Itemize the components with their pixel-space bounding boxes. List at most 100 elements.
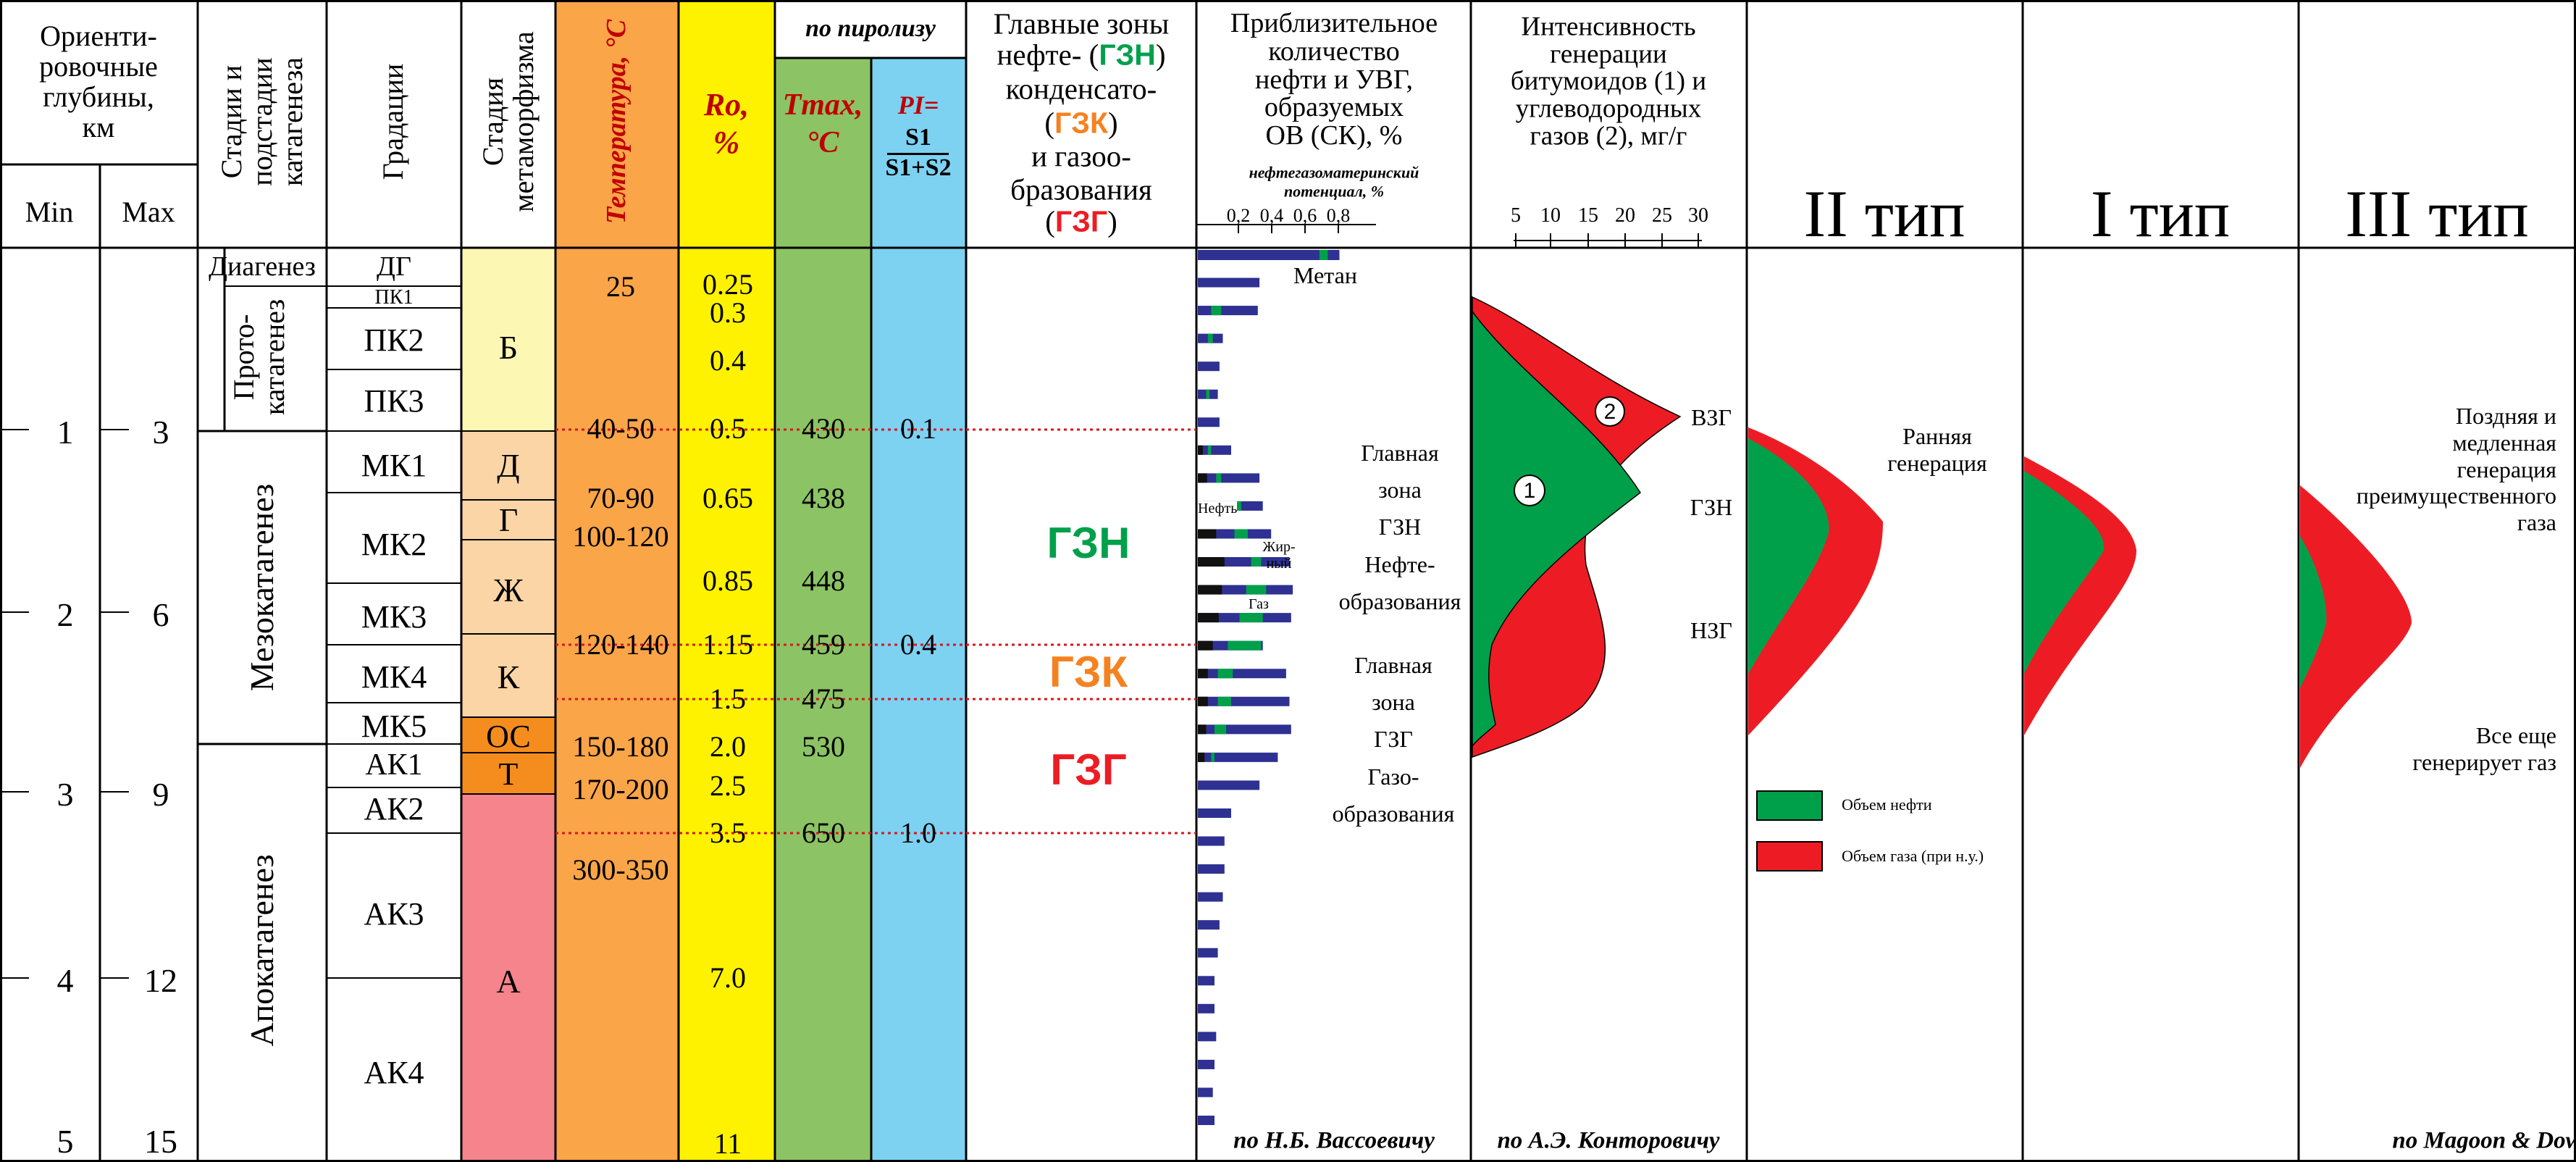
metamorph-fill-d (461, 431, 555, 717)
ro-0-5: 0.5 (710, 412, 746, 445)
vassoevich-bar (1198, 417, 1220, 427)
ro-1-15: 1.15 (702, 628, 753, 661)
vassoevich-tick-0-4: 0,4 (1259, 205, 1284, 226)
gradation-mk2: МК2 (361, 527, 427, 562)
gradation-mk5: МК5 (361, 709, 427, 744)
vassoevich-oil: Нефть (1198, 501, 1238, 517)
potential-header: нефтегазоматеринский потенциал, % (1249, 163, 1419, 201)
type3-title: III тип (2345, 177, 2529, 251)
metamorph-b: Б (498, 329, 519, 366)
zones-header-5: и газоо- (1031, 139, 1131, 173)
temp-100-120: 100-120 (572, 520, 669, 553)
temp-120-140: 120-140 (572, 628, 669, 661)
vassoevich-bar-oil-segment (1217, 696, 1231, 706)
vassoevich-bar (1198, 1032, 1217, 1042)
max-header: Max (122, 196, 175, 228)
vassoevich-bar (1198, 920, 1220, 930)
vassoevich-bar-oil-segment (1246, 585, 1267, 595)
kontorovich-marker-2 (1595, 396, 1625, 427)
vassoevich-bar-oil-segment (1239, 613, 1263, 623)
stages-header: Стадии и подстадии катагенеза (215, 57, 309, 187)
ro-1-5: 1.5 (710, 682, 746, 715)
vassoevich-tick-0-6: 0,6 (1293, 205, 1317, 226)
vassoevich-bar (1198, 250, 1340, 260)
pyrolysis-header: по пиролизу (805, 15, 936, 42)
vassoevich-bar (1198, 445, 1231, 455)
kontorovich-tick-10: 10 (1540, 204, 1561, 227)
zones-gas-close: ) (1107, 204, 1117, 238)
type2-oil-curve (1748, 438, 1829, 674)
ro-7-0: 7.0 (710, 961, 746, 994)
vassoevich-bar (1198, 306, 1258, 316)
depth-min-1: 1 (56, 414, 74, 451)
vassoevich-bar (1198, 669, 1286, 679)
vassoevich-credit: по Н.Б. Вассоевичу (1233, 1127, 1435, 1154)
depth-max-1: 3 (152, 414, 169, 451)
stage-apokatagenez: Апокатагенез (243, 854, 280, 1047)
vassoevich-bar (1198, 752, 1278, 762)
min-header: Min (25, 196, 74, 228)
vassoevich-tick-0-2: 0,2 (1226, 205, 1251, 226)
type2-title: II тип (1803, 177, 1965, 251)
gradation-mk4: МК4 (361, 659, 427, 695)
metamorph-k: К (497, 659, 520, 695)
vassoevich-bar (1198, 277, 1260, 288)
vassoevich-bar (1198, 1059, 1214, 1069)
vassoevich-bar-dark-segment (1198, 669, 1208, 679)
vassoevich-bar-oil-segment (1211, 752, 1214, 762)
gradation-ak4: АК4 (364, 1055, 424, 1090)
zones-header-1: Главные зоны (993, 7, 1170, 41)
tmax-650: 650 (802, 816, 845, 849)
gradation-ak1: АК1 (365, 748, 423, 782)
vassoevich-bar (1198, 1116, 1214, 1125)
ro-11: 11 (713, 1127, 742, 1160)
tmax-438: 438 (802, 482, 845, 514)
ro-0-4: 0.4 (710, 344, 746, 377)
kontorovich-marker-1-label: 1 (1523, 479, 1536, 503)
pi-1-0: 1.0 (900, 816, 936, 849)
temp-300-350: 300-350 (572, 853, 669, 886)
depth-min-3: 3 (56, 776, 74, 813)
gradation-mk1: МК1 (361, 448, 427, 483)
tmax-header-1: Tmax, (782, 88, 863, 122)
vassoevich-bar (1198, 976, 1214, 986)
tmax-530: 530 (802, 730, 845, 763)
vassoevich-bar-oil-segment (1217, 669, 1233, 679)
tmax-459: 459 (802, 628, 845, 661)
type3-late-generation: Поздняя и медленная генерация преимущест… (2356, 403, 2556, 536)
zones-oil-prefix: нефте- ( (997, 38, 1099, 72)
vassoevich-bar-dark-segment (1198, 613, 1219, 623)
vassoevich-bar-dark-segment (1198, 752, 1205, 762)
correlation-lines (555, 428, 1196, 835)
legend-gas-label: Объем газа (при н.у.) (1842, 847, 1984, 865)
pi-header-1: PI= (897, 91, 939, 120)
temp-150-180: 150-180 (572, 730, 669, 763)
zones-header-3: конденсато- (1005, 72, 1157, 106)
tmax-header-2: °C (806, 126, 839, 159)
gradation-pk2: ПК2 (364, 322, 424, 358)
metamorph-fill-b (461, 248, 555, 431)
type3-gas-curve (2300, 485, 2412, 768)
metamorph-os: ОС (486, 719, 531, 754)
vassoevich-bar (1198, 473, 1260, 483)
gradation-ak3: АК3 (364, 896, 424, 932)
zones-gas-code: ГЗГ (1054, 204, 1108, 238)
tmax-column-fill (775, 58, 871, 1162)
vassoevich-metan: Метан (1293, 262, 1357, 288)
vassoevich-bar-dark-segment (1198, 724, 1207, 735)
vassoevich-bar-oil-segment (1228, 640, 1262, 651)
vassoevich-bar-dark-segment (1198, 473, 1207, 483)
tmax-430: 430 (802, 412, 845, 445)
depth-max-4: 12 (144, 962, 177, 999)
vassoevich-bar (1198, 696, 1290, 706)
depth-min-4: 4 (56, 962, 74, 999)
pi-0-1: 0.1 (900, 412, 936, 445)
depth-header: Ориенти- ровочные глубины, км (39, 20, 158, 143)
vassoevich-main-zone-gzg: Главная зона ГЗГ Газо- образования (1332, 652, 1455, 827)
vassoevich-bar-oil-segment (1207, 333, 1213, 343)
intensity-header: Интенсивность генерации битумоидов (1) и… (1510, 12, 1707, 151)
vassoevich-fat-gas: Жир- ный (1262, 539, 1296, 572)
vassoevich-bar-dark-segment (1198, 585, 1222, 595)
stage-protokatagenez: Прото- катагенез (227, 298, 290, 416)
vassoevich-bar-dark-segment (1198, 696, 1208, 706)
